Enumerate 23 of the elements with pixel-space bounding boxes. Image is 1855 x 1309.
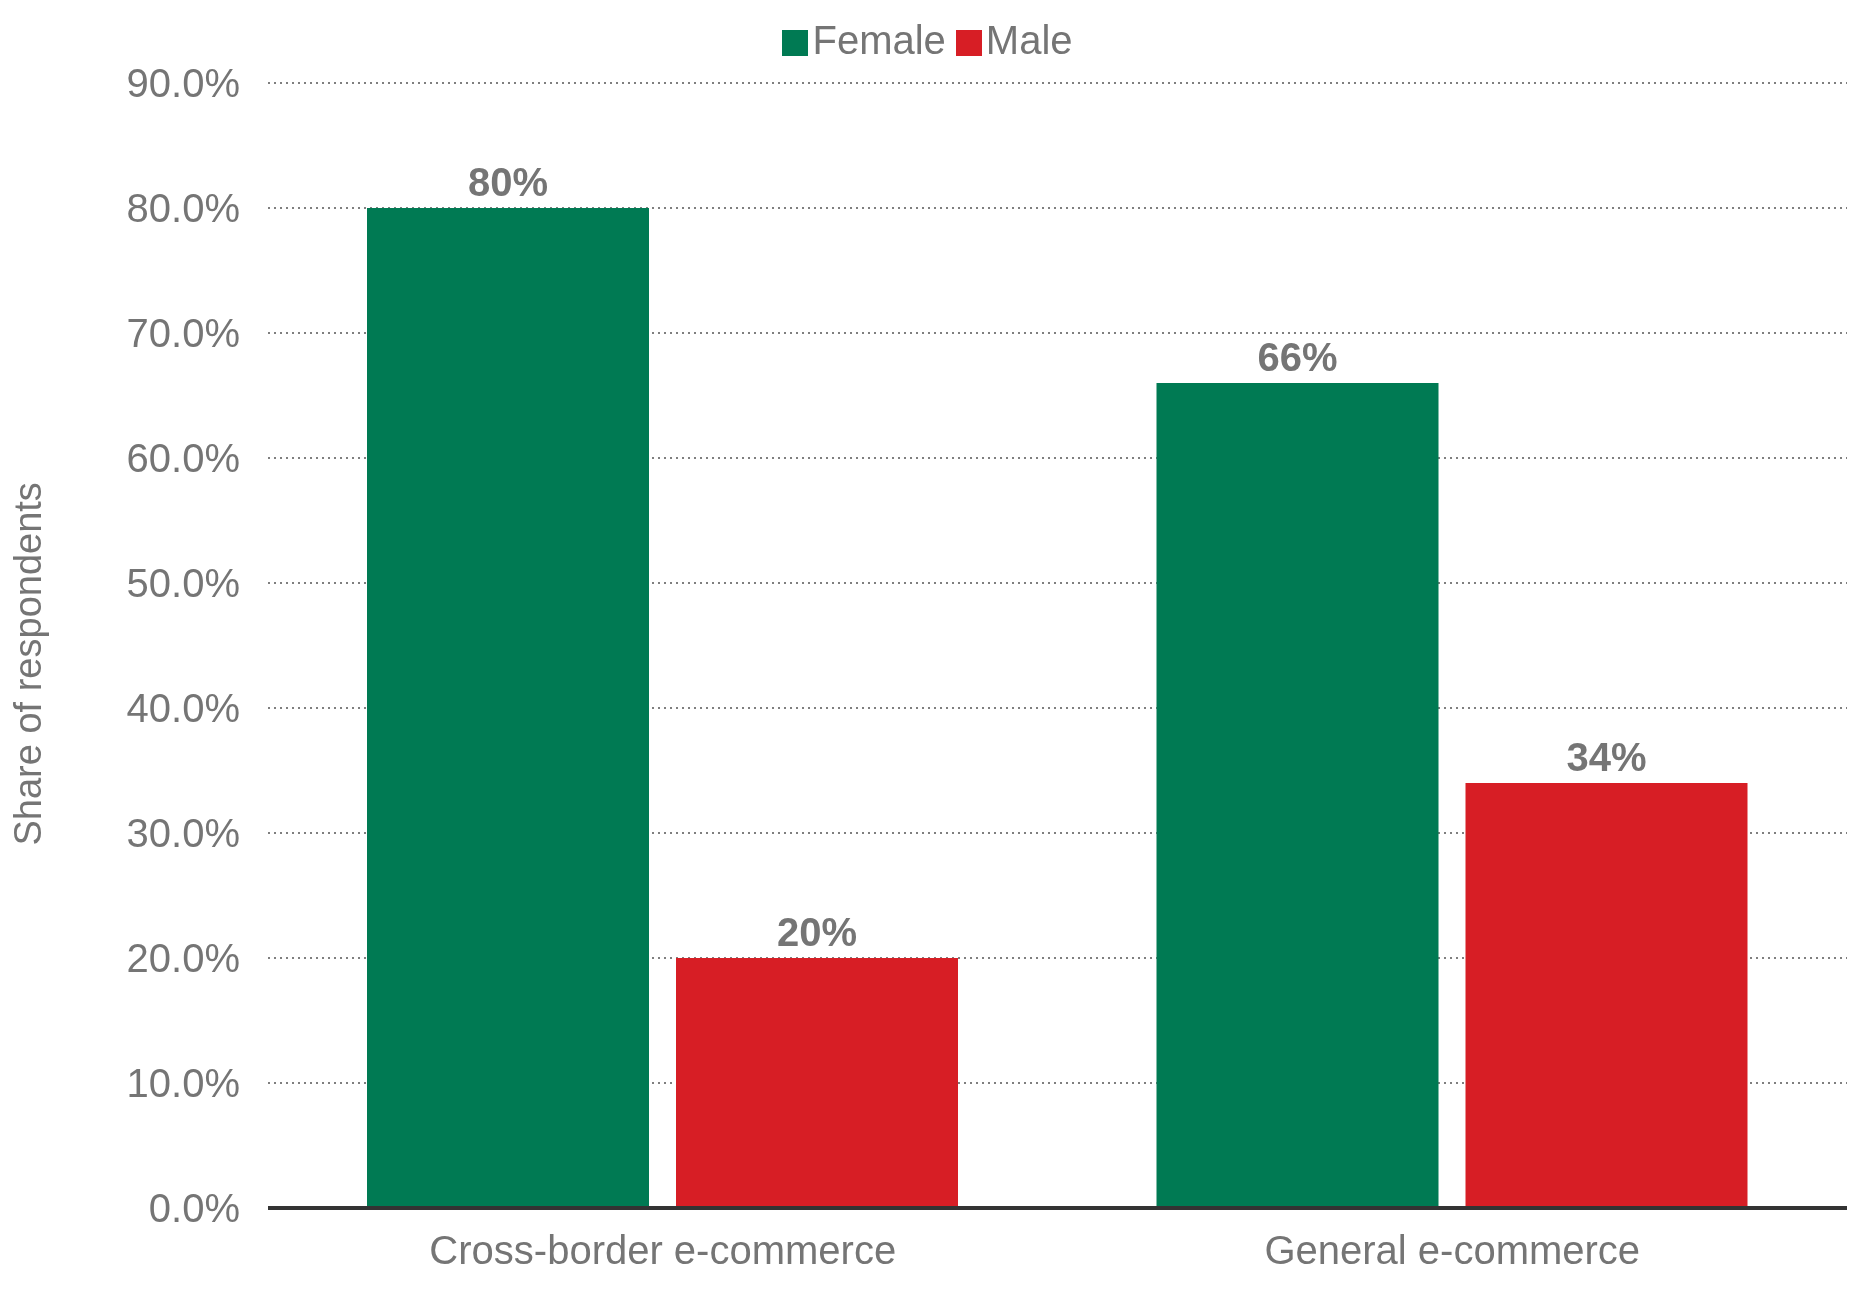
legend-label: Male: [985, 18, 1073, 62]
data-label: 34%: [1566, 735, 1647, 779]
x-tick-label: General e-commerce: [1264, 1228, 1641, 1273]
y-tick-label: 90.0%: [126, 61, 240, 106]
y-tick-label: 80.0%: [126, 186, 240, 231]
y-tick-label: 10.0%: [126, 1061, 240, 1106]
bar: [676, 958, 958, 1208]
legend-label: Female: [812, 18, 946, 62]
data-label: 66%: [1257, 335, 1338, 379]
bar: [1465, 783, 1748, 1208]
y-tick-label: 30.0%: [126, 811, 240, 856]
y-tick-label: 70.0%: [126, 311, 240, 356]
y-tick-label: 20.0%: [126, 936, 240, 981]
y-tick-label: 50.0%: [126, 561, 240, 606]
data-label: 80%: [467, 160, 549, 204]
y-axis-title: Share of respondents: [7, 482, 50, 846]
bar: [367, 208, 649, 1208]
y-tick-label: 40.0%: [126, 686, 240, 731]
data-label: 20%: [776, 910, 858, 954]
bar: [1156, 383, 1439, 1208]
y-tick-label: 60.0%: [126, 436, 240, 481]
y-tick-label: 0.0%: [148, 1186, 240, 1231]
x-tick-label: Cross-border e-commerce: [429, 1228, 897, 1273]
